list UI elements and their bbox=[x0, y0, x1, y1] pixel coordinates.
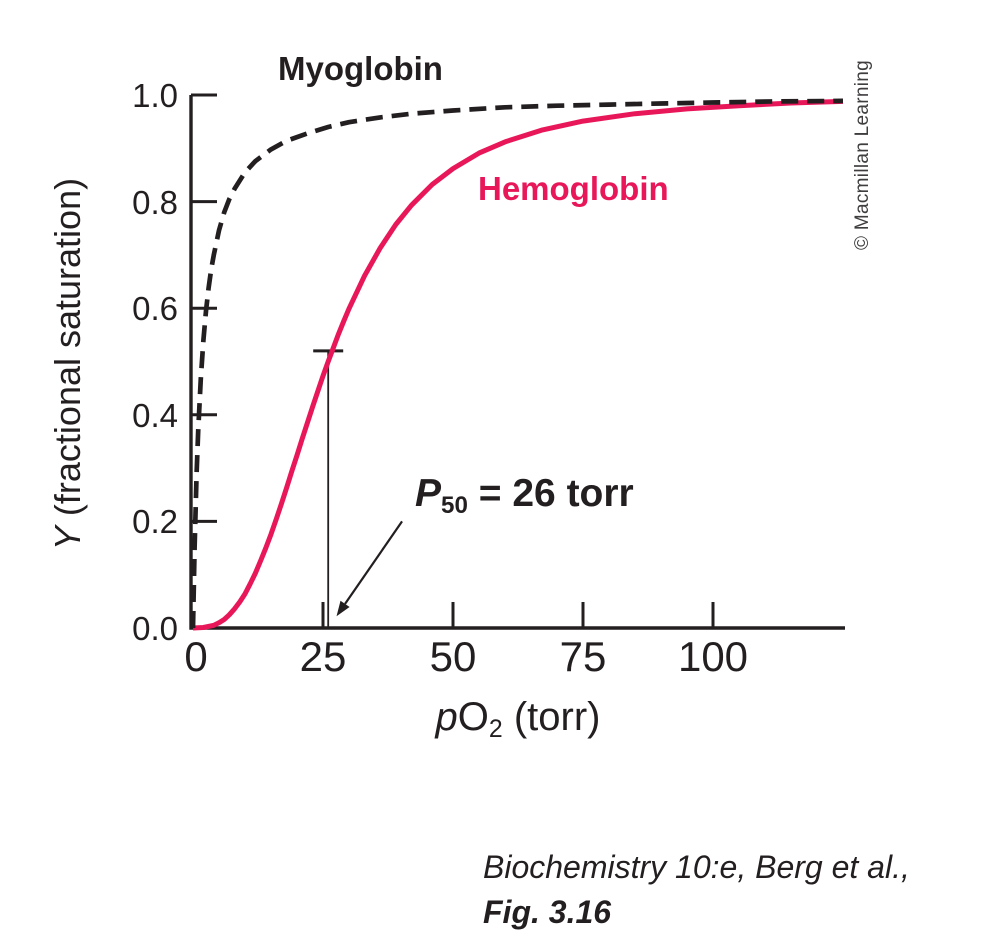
x-axis-title-unit: (torr) bbox=[502, 695, 601, 739]
p50-value: = 26 torr bbox=[467, 472, 634, 515]
publisher-credit: © Macmillan Learning bbox=[852, 59, 873, 250]
plot-svg bbox=[189, 93, 845, 631]
p50-subscript: 50 bbox=[441, 491, 468, 519]
p50-annotation-text: P50 = 26 torr bbox=[415, 474, 634, 518]
y-axis-title-text: (fractional saturation) bbox=[47, 177, 88, 527]
x-tick-label-25: 25 bbox=[299, 633, 347, 680]
series-label-myoglobin: Myoglobin bbox=[278, 50, 443, 87]
y-axis-title: Y (fractional saturation) bbox=[47, 177, 88, 551]
y-tick-label-0.2: 0.2 bbox=[132, 503, 178, 540]
y-tick-label-0.8: 0.8 bbox=[132, 184, 178, 221]
x-axis-title-subscript: 2 bbox=[488, 715, 503, 743]
x-axis-title-symbol: p bbox=[435, 695, 458, 739]
p50-arrow-line bbox=[344, 520, 403, 605]
y-tick-label-0.4: 0.4 bbox=[132, 397, 178, 434]
x-axis-title-main: O bbox=[457, 695, 489, 739]
x-tick-label-50: 50 bbox=[429, 633, 477, 680]
p50-symbol: P bbox=[415, 472, 442, 515]
y-tick-label-1.0: 1.0 bbox=[132, 77, 178, 114]
axes bbox=[189, 95, 845, 630]
caption: Biochemistry 10:e, Berg et al., Fig. 3.1… bbox=[483, 845, 910, 935]
y-tick-label-0.6: 0.6 bbox=[132, 290, 178, 327]
curve-myoglobin bbox=[190, 98, 844, 629]
curve-hemoglobin bbox=[192, 98, 844, 631]
p50-arrowhead bbox=[336, 600, 350, 617]
caption-source: Biochemistry 10:e, Berg et al., bbox=[483, 849, 910, 885]
series-label-hemoglobin: Hemoglobin bbox=[478, 170, 669, 207]
x-tick-label-0: 0 bbox=[184, 633, 208, 680]
x-tick-label-100: 100 bbox=[677, 633, 749, 680]
x-tick-label-75: 75 bbox=[559, 633, 607, 680]
y-axis-title-symbol: Y bbox=[47, 526, 88, 551]
caption-figure-number: Fig. 3.16 bbox=[483, 894, 612, 930]
y-tick-label-0.0: 0.0 bbox=[132, 610, 178, 647]
x-axis-title: pO2 (torr) bbox=[436, 697, 601, 743]
